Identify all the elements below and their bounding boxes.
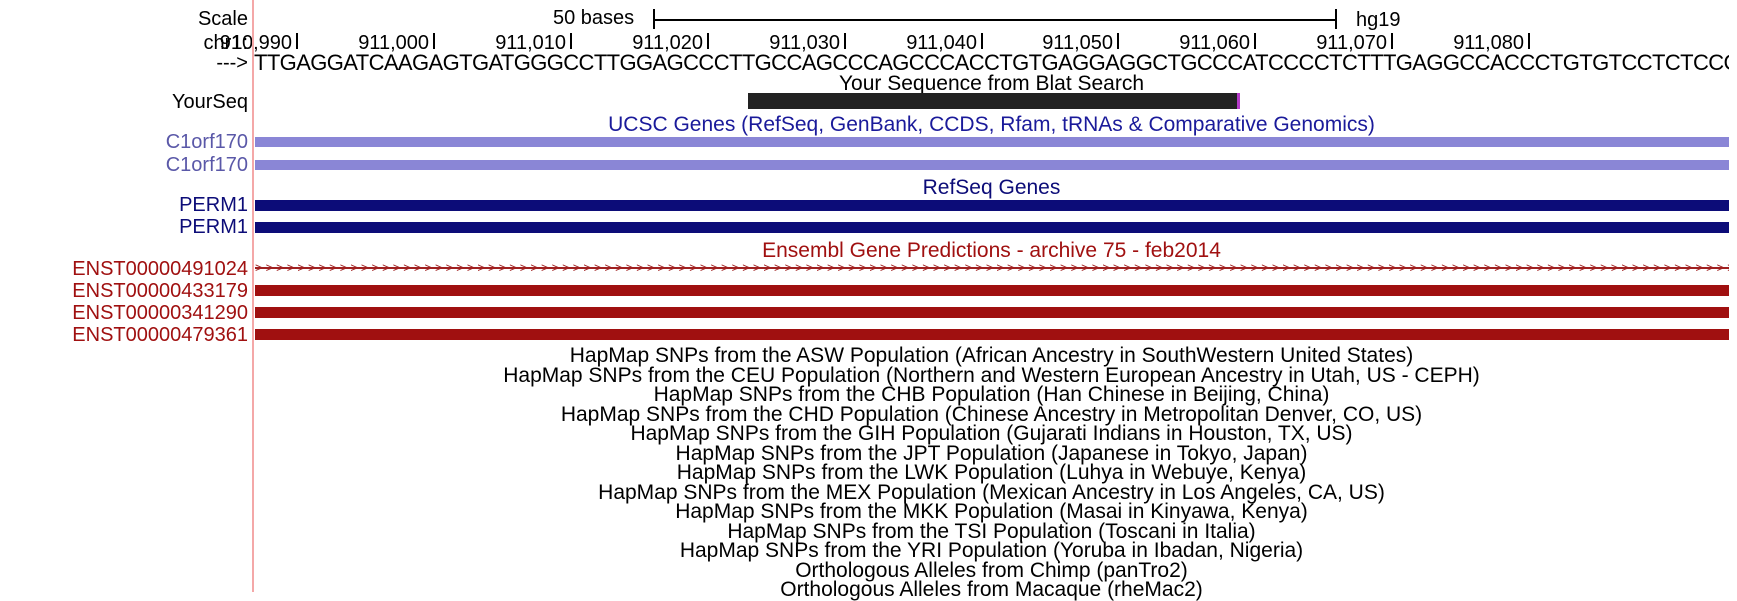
blat-track-title[interactable]: Your Sequence from Blat Search xyxy=(838,72,1145,95)
ruler-tick xyxy=(707,33,709,49)
ruler-tick xyxy=(1391,33,1393,49)
track-title[interactable]: Orthologous Alleles from Chimp (panTro2) xyxy=(795,558,1188,582)
ruler-tick xyxy=(570,33,572,49)
ruler-tick xyxy=(1117,33,1119,49)
base-sequence: TTGAGGATCAAGAGTGATGGGCCTTGGAGCCCTTGCCAGC… xyxy=(254,52,1729,74)
refseq-gene-label[interactable]: PERM1 xyxy=(179,216,248,238)
scale-bar-right-end xyxy=(1335,9,1337,29)
ensembl-transcript-label[interactable]: ENST00000479361 xyxy=(72,324,248,346)
track-title[interactable]: HapMap SNPs from the ASW Population (Afr… xyxy=(569,344,1414,367)
ucsc-gene-bar[interactable] xyxy=(255,137,1729,147)
track-title[interactable]: HapMap SNPs from the MKK Population (Mas… xyxy=(675,500,1308,523)
track-title[interactable]: HapMap SNPs from the MEX Population (Mex… xyxy=(598,480,1385,504)
track-title[interactable]: HapMap SNPs from the LWK Population (Luh… xyxy=(676,461,1307,484)
ruler-tick-label: 911,010 xyxy=(495,32,566,54)
track-title[interactable]: HapMap SNPs from the CHB Population (Han… xyxy=(653,383,1330,406)
track-title[interactable]: HapMap SNPs from the CEU Population (Nor… xyxy=(503,363,1480,387)
track-title[interactable]: HapMap SNPs from the JPT Population (Jap… xyxy=(675,441,1308,465)
strand-label: ---> xyxy=(216,52,248,74)
blat-row-label[interactable]: YourSeq xyxy=(172,91,248,113)
label-column-divider xyxy=(252,0,254,592)
ucsc-gene-label[interactable]: C1orf170 xyxy=(165,131,248,153)
scale-bar xyxy=(654,19,1336,21)
scale-label: Scale xyxy=(197,8,248,30)
track-title[interactable]: Orthologous Alleles from Macaque (rheMac… xyxy=(780,578,1203,601)
ruler-tick-label: 911,030 xyxy=(769,32,840,54)
ensembl-intron-line xyxy=(255,267,1729,269)
ruler-tick-label: 911,000 xyxy=(358,32,429,54)
ruler-tick xyxy=(1528,33,1530,49)
ruler-tick xyxy=(433,33,435,49)
ensembl-transcript-label[interactable]: ENST00000433179 xyxy=(72,280,248,302)
blat-alignment-block[interactable] xyxy=(748,93,1237,109)
ruler-tick-label: 911,070 xyxy=(1316,32,1387,54)
ensembl-transcript-label[interactable]: ENST00000341290 xyxy=(72,302,248,324)
hapmap-track-titles: HapMap SNPs from the ASW Population (Afr… xyxy=(254,344,1729,601)
ruler-tick xyxy=(981,33,983,49)
ruler-tick-label: 911,080 xyxy=(1453,32,1524,54)
track-title[interactable]: HapMap SNPs from the GIH Population (Guj… xyxy=(630,422,1353,445)
ruler-tick-label: 910,990 xyxy=(219,32,292,54)
scale-bases-label: 50 bases xyxy=(553,7,635,29)
ruler-tick-label: 911,020 xyxy=(632,32,703,54)
ensembl-transcript-bar[interactable] xyxy=(255,329,1729,340)
ensembl-transcript-bar[interactable] xyxy=(255,285,1729,296)
track-title[interactable]: HapMap SNPs from the YRI Population (Yor… xyxy=(679,539,1304,562)
ensembl-transcript-label[interactable]: ENST00000491024 xyxy=(72,258,248,280)
refseq-gene-bar[interactable] xyxy=(255,200,1729,211)
ruler-tick-label: 911,040 xyxy=(906,32,977,54)
ensembl-transcript-bar[interactable] xyxy=(255,307,1729,318)
ucsc-genes-track-title[interactable]: UCSC Genes (RefSeq, GenBank, CCDS, Rfam,… xyxy=(608,113,1375,136)
refseq-gene-bar[interactable] xyxy=(255,222,1729,233)
ruler-tick xyxy=(844,33,846,49)
chrom-label: chr1: xyxy=(203,32,248,54)
ensembl-track-title[interactable]: Ensembl Gene Predictions - archive 75 - … xyxy=(762,239,1221,262)
blat-alignment-end-marker xyxy=(1237,93,1240,109)
ucsc-gene-bar[interactable] xyxy=(255,160,1729,170)
assembly-label: hg19 xyxy=(1356,9,1401,31)
refseq-genes-track-title[interactable]: RefSeq Genes xyxy=(922,176,1061,199)
refseq-gene-label[interactable]: PERM1 xyxy=(179,194,248,216)
ruler-tick-label: 911,050 xyxy=(1042,32,1113,54)
ruler-tick xyxy=(296,33,298,49)
track-title[interactable]: HapMap SNPs from the CHD Population (Chi… xyxy=(560,402,1423,426)
ucsc-gene-label[interactable]: C1orf170 xyxy=(165,154,248,176)
ruler-tick xyxy=(1254,33,1256,49)
ruler-tick-label: 911,060 xyxy=(1179,32,1250,54)
ensembl-strand-arrows: >>>>>>>>>>>>>>>>>>>>>>>>>>>>>>>>>>>>>>>>… xyxy=(255,260,1729,275)
track-title[interactable]: HapMap SNPs from the TSI Population (Tos… xyxy=(727,519,1256,543)
